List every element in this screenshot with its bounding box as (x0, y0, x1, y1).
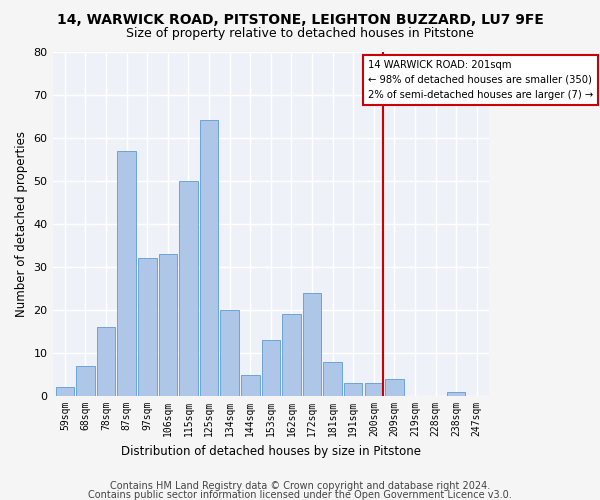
Text: 14, WARWICK ROAD, PITSTONE, LEIGHTON BUZZARD, LU7 9FE: 14, WARWICK ROAD, PITSTONE, LEIGHTON BUZ… (56, 12, 544, 26)
Bar (220, 310, 239, 396)
Bar (262, 340, 280, 396)
Bar (303, 292, 322, 396)
Bar (200, 120, 218, 396)
Bar (323, 362, 342, 396)
Text: Contains public sector information licensed under the Open Government Licence v3: Contains public sector information licen… (88, 490, 512, 500)
Text: Size of property relative to detached houses in Pitstone: Size of property relative to detached ho… (126, 28, 474, 40)
Text: Contains HM Land Registry data © Crown copyright and database right 2024.: Contains HM Land Registry data © Crown c… (110, 481, 490, 491)
Bar (158, 254, 177, 396)
Bar (179, 180, 198, 396)
Bar (118, 150, 136, 396)
Bar (344, 383, 362, 396)
X-axis label: Distribution of detached houses by size in Pitstone: Distribution of detached houses by size … (121, 444, 421, 458)
Bar (365, 383, 383, 396)
Bar (138, 258, 157, 396)
Bar (282, 314, 301, 396)
Bar (97, 327, 115, 396)
Bar (447, 392, 466, 396)
Bar (56, 388, 74, 396)
Bar (385, 379, 404, 396)
Text: 14 WARWICK ROAD: 201sqm
← 98% of detached houses are smaller (350)
2% of semi-de: 14 WARWICK ROAD: 201sqm ← 98% of detache… (368, 60, 593, 100)
Y-axis label: Number of detached properties: Number of detached properties (15, 131, 28, 317)
Bar (241, 374, 260, 396)
Bar (76, 366, 95, 396)
